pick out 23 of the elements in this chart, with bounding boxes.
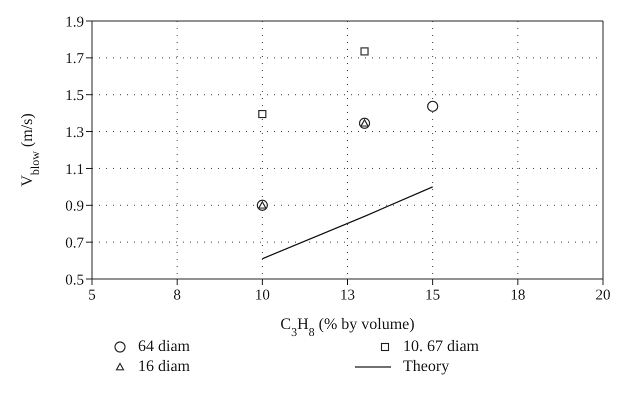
y-tick-label: 1.7	[65, 51, 84, 68]
legend-label: 16 diam	[138, 358, 190, 376]
x-tick-label: 10	[254, 288, 270, 304]
y-tick-label: 0.5	[65, 272, 84, 288]
x-tick-label: 5	[88, 288, 96, 304]
y-tick-label: 0.7	[65, 235, 84, 252]
point	[427, 100, 438, 112]
legend-label: 64 diam	[138, 338, 190, 356]
x-axis-title: C$_{3}$H$_{8}$ (% by volume)	[280, 316, 415, 339]
x-tick-label: 8	[173, 288, 181, 304]
x-tick-label: 18	[510, 288, 526, 304]
point	[360, 47, 369, 56]
y-tick-label: 0.9	[65, 198, 84, 215]
y-tick-label: 1.5	[65, 88, 84, 104]
y-tick-label: 1.3	[65, 124, 84, 141]
x-tick-label: 20	[596, 288, 610, 304]
legend-label: 10. 67 diam	[403, 338, 479, 356]
y-tick-label: 1.1	[65, 162, 84, 178]
x-tick-label: 13	[340, 288, 355, 304]
legend-label: Theory	[403, 358, 450, 376]
x-tick-label: 15	[425, 288, 440, 304]
y-tick-label: 1.9	[65, 14, 84, 30]
point	[258, 110, 266, 118]
